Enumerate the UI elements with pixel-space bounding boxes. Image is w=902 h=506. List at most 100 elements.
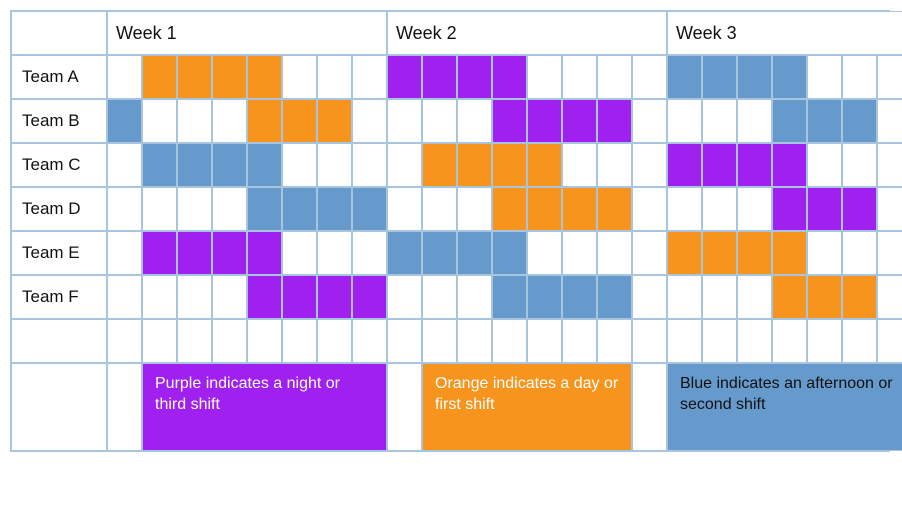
day-cell bbox=[317, 55, 352, 99]
day-cell bbox=[562, 143, 597, 187]
day-cell bbox=[877, 231, 902, 275]
week-header-3: Week 3 bbox=[667, 11, 902, 55]
shift-cell-blue bbox=[842, 99, 877, 143]
shift-cell-blue bbox=[177, 143, 212, 187]
day-cell bbox=[702, 275, 737, 319]
day-cell bbox=[177, 99, 212, 143]
spacer-label bbox=[11, 319, 107, 363]
shift-cell-blue bbox=[457, 231, 492, 275]
shift-cell-purple bbox=[492, 55, 527, 99]
day-cell bbox=[667, 187, 702, 231]
day-cell bbox=[527, 55, 562, 99]
shift-cell-orange bbox=[807, 275, 842, 319]
shift-cell-blue bbox=[737, 55, 772, 99]
shift-cell-orange bbox=[247, 55, 282, 99]
spacer-cell bbox=[807, 319, 842, 363]
shift-cell-orange bbox=[492, 187, 527, 231]
shift-cell-purple bbox=[387, 55, 422, 99]
shift-cell-purple bbox=[247, 231, 282, 275]
spacer-cell bbox=[212, 319, 247, 363]
shift-cell-orange bbox=[212, 55, 247, 99]
shift-cell-orange bbox=[667, 231, 702, 275]
shift-cell-orange bbox=[527, 143, 562, 187]
shift-cell-purple bbox=[807, 187, 842, 231]
shift-cell-purple bbox=[527, 99, 562, 143]
spacer-cell bbox=[352, 319, 387, 363]
day-cell bbox=[352, 143, 387, 187]
team-label-2: Team B bbox=[11, 99, 107, 143]
shift-cell-purple bbox=[562, 99, 597, 143]
shift-cell-blue bbox=[352, 187, 387, 231]
shift-cell-purple bbox=[282, 275, 317, 319]
day-cell bbox=[877, 187, 902, 231]
shift-cell-orange bbox=[772, 275, 807, 319]
day-cell bbox=[807, 55, 842, 99]
shift-cell-blue bbox=[562, 275, 597, 319]
day-cell bbox=[877, 143, 902, 187]
spacer-cell bbox=[702, 319, 737, 363]
shift-cell-orange bbox=[282, 99, 317, 143]
day-cell bbox=[107, 143, 142, 187]
day-cell bbox=[282, 231, 317, 275]
shift-cell-orange bbox=[597, 187, 632, 231]
day-cell bbox=[842, 231, 877, 275]
day-cell bbox=[737, 187, 772, 231]
day-cell bbox=[877, 55, 902, 99]
day-cell bbox=[597, 55, 632, 99]
shift-cell-purple bbox=[667, 143, 702, 187]
day-cell bbox=[387, 187, 422, 231]
shift-schedule-grid: Week 1Week 2Week 3Team ATeam BTeam CTeam… bbox=[10, 10, 890, 452]
week-header-1: Week 1 bbox=[107, 11, 387, 55]
shift-cell-orange bbox=[527, 187, 562, 231]
shift-cell-blue bbox=[107, 99, 142, 143]
spacer-cell bbox=[877, 319, 902, 363]
day-cell bbox=[562, 231, 597, 275]
spacer-cell bbox=[282, 319, 317, 363]
day-cell bbox=[807, 143, 842, 187]
shift-cell-blue bbox=[247, 143, 282, 187]
spacer-cell bbox=[492, 319, 527, 363]
shift-cell-orange bbox=[842, 275, 877, 319]
shift-cell-orange bbox=[177, 55, 212, 99]
day-cell bbox=[457, 275, 492, 319]
day-cell bbox=[632, 55, 667, 99]
shift-cell-purple bbox=[212, 231, 247, 275]
day-cell bbox=[877, 99, 902, 143]
shift-cell-orange bbox=[247, 99, 282, 143]
day-cell bbox=[317, 231, 352, 275]
day-cell bbox=[702, 187, 737, 231]
shift-cell-blue bbox=[212, 143, 247, 187]
day-cell bbox=[177, 275, 212, 319]
day-cell bbox=[597, 143, 632, 187]
spacer-cell bbox=[457, 319, 492, 363]
day-cell bbox=[352, 231, 387, 275]
day-cell bbox=[282, 143, 317, 187]
week-header-2: Week 2 bbox=[387, 11, 667, 55]
day-cell bbox=[877, 275, 902, 319]
shift-cell-purple bbox=[842, 187, 877, 231]
day-cell bbox=[352, 99, 387, 143]
shift-cell-purple bbox=[772, 143, 807, 187]
day-cell bbox=[807, 231, 842, 275]
day-cell bbox=[422, 275, 457, 319]
shift-cell-orange bbox=[772, 231, 807, 275]
shift-cell-purple bbox=[422, 55, 457, 99]
day-cell bbox=[177, 187, 212, 231]
shift-cell-orange bbox=[702, 231, 737, 275]
day-cell bbox=[597, 231, 632, 275]
day-cell bbox=[142, 99, 177, 143]
shift-cell-blue bbox=[772, 99, 807, 143]
spacer-cell bbox=[597, 319, 632, 363]
shift-cell-orange bbox=[562, 187, 597, 231]
shift-cell-blue bbox=[807, 99, 842, 143]
spacer-cell bbox=[317, 319, 352, 363]
shift-cell-purple bbox=[177, 231, 212, 275]
spacer-cell bbox=[667, 319, 702, 363]
day-cell bbox=[737, 99, 772, 143]
day-cell bbox=[667, 275, 702, 319]
spacer-cell bbox=[142, 319, 177, 363]
day-cell bbox=[107, 275, 142, 319]
shift-cell-orange bbox=[492, 143, 527, 187]
day-cell bbox=[842, 143, 877, 187]
day-cell bbox=[632, 187, 667, 231]
